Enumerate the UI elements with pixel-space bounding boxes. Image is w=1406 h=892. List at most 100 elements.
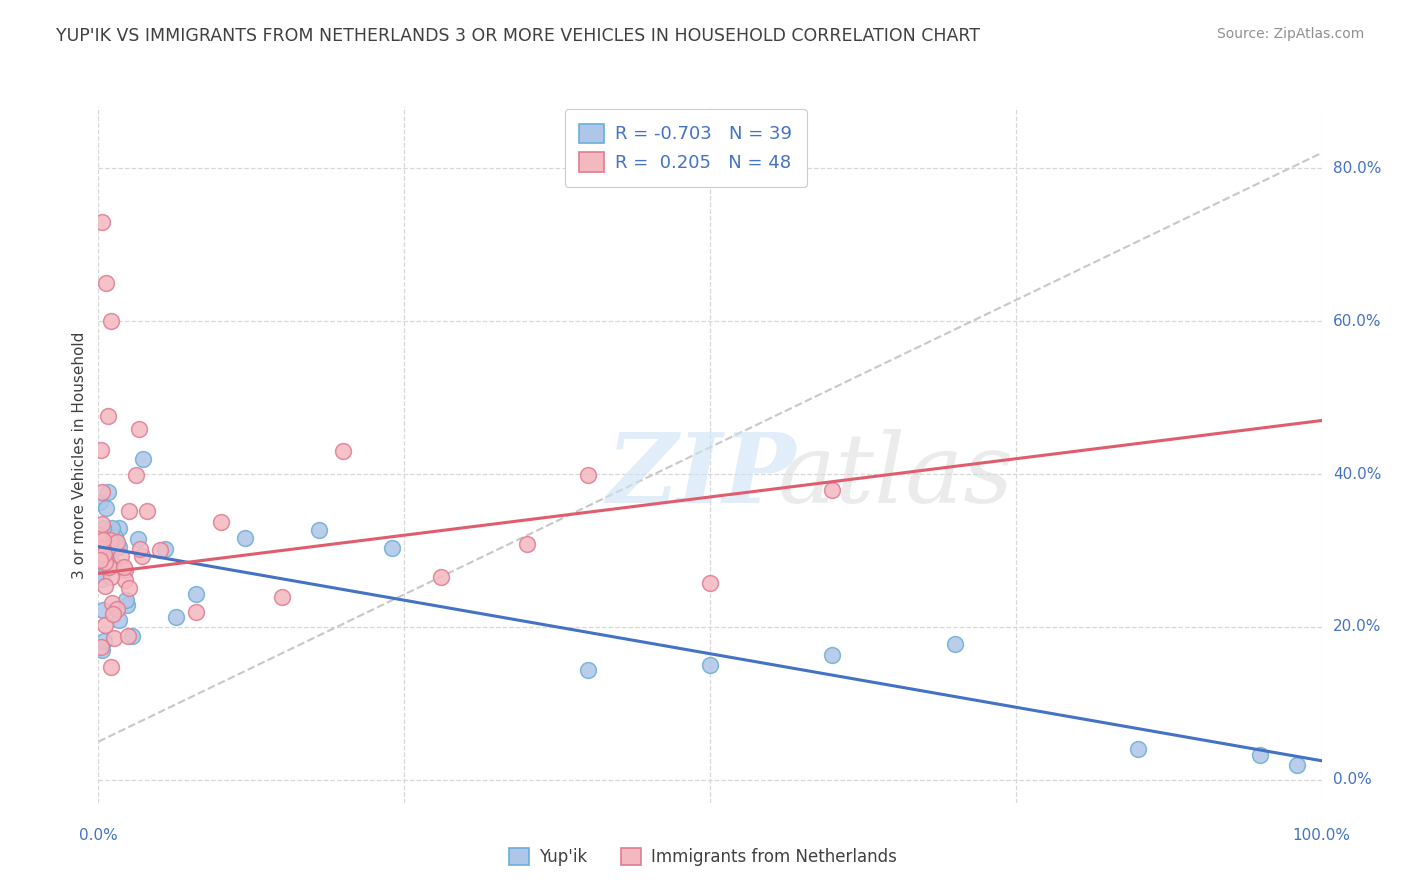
Point (91, 215, 114, 229)
Point (97, 485, 120, 500)
Point (94, 276, 117, 290)
Legend: Yup'ik, Immigrants from Netherlands: Yup'ik, Immigrants from Netherlands (501, 840, 905, 875)
Point (114, 593, 136, 607)
Point (112, 560, 135, 574)
Point (94, 555, 117, 569)
Point (90, 640, 112, 654)
Point (97, 409, 120, 424)
Point (98, 533, 121, 548)
Point (186, 586, 208, 600)
Point (381, 541, 404, 555)
Point (129, 542, 152, 557)
Point (127, 533, 149, 547)
Point (821, 483, 844, 497)
Point (90, 572, 112, 586)
Point (149, 542, 172, 557)
Point (114, 563, 136, 577)
Point (430, 570, 453, 584)
Point (131, 451, 153, 466)
Point (576, 467, 599, 482)
Point (89, 566, 111, 580)
Point (93, 634, 115, 648)
Y-axis label: 3 or more Vehicles in Household: 3 or more Vehicles in Household (72, 331, 87, 579)
Point (165, 610, 187, 624)
Point (93, 617, 115, 632)
Text: 100.0%: 100.0% (1292, 828, 1351, 843)
Text: 80.0%: 80.0% (1333, 161, 1381, 176)
Point (91, 520, 114, 534)
Text: 60.0%: 60.0% (1333, 314, 1381, 328)
Legend: R = -0.703   N = 39, R =  0.205   N = 48: R = -0.703 N = 39, R = 0.205 N = 48 (565, 109, 807, 186)
Point (104, 530, 127, 544)
Point (125, 467, 148, 482)
Point (308, 523, 330, 537)
Point (100, 660, 122, 674)
Text: atlas: atlas (778, 429, 1014, 523)
Point (121, 629, 143, 643)
Point (94, 552, 117, 566)
Point (117, 629, 139, 643)
Point (93, 547, 115, 561)
Point (1249, 748, 1271, 763)
Point (103, 558, 125, 572)
Point (332, 444, 354, 458)
Point (105, 602, 128, 616)
Point (515, 537, 537, 551)
Point (153, 541, 176, 556)
Point (110, 549, 132, 563)
Text: 40.0%: 40.0% (1333, 467, 1381, 482)
Point (91, 602, 114, 616)
Point (97, 559, 120, 574)
Point (101, 596, 124, 610)
Point (94, 560, 117, 574)
Point (821, 648, 844, 662)
Text: 0.0%: 0.0% (1333, 772, 1371, 788)
Point (101, 607, 124, 621)
Point (131, 549, 153, 564)
Point (576, 663, 599, 677)
Point (100, 314, 122, 328)
Point (91, 526, 114, 541)
Point (117, 598, 139, 612)
Point (91, 517, 114, 532)
Point (94, 579, 117, 593)
Point (209, 515, 232, 529)
Point (89, 442, 111, 457)
Point (118, 503, 141, 517)
Point (90, 536, 112, 550)
Point (107, 521, 129, 535)
Text: Source: ZipAtlas.com: Source: ZipAtlas.com (1216, 27, 1364, 41)
Text: YUP'IK VS IMMIGRANTS FROM NETHERLANDS 3 OR MORE VEHICLES IN HOUSEHOLD CORRELATIO: YUP'IK VS IMMIGRANTS FROM NETHERLANDS 3 … (56, 27, 980, 45)
Point (89, 528, 111, 542)
Point (943, 637, 966, 651)
Point (91, 551, 114, 566)
Point (270, 590, 294, 604)
Point (100, 543, 122, 558)
Text: 20.0%: 20.0% (1333, 619, 1381, 634)
Point (136, 504, 159, 518)
Point (90, 485, 112, 500)
Point (186, 605, 208, 619)
Point (100, 570, 122, 584)
Point (1128, 741, 1150, 756)
Text: 0.0%: 0.0% (79, 828, 118, 843)
Point (89, 553, 111, 567)
Point (1286, 757, 1309, 772)
Point (91, 533, 114, 548)
Point (117, 582, 139, 596)
Point (128, 422, 150, 436)
Point (233, 531, 256, 545)
Text: ZIP: ZIP (606, 429, 796, 523)
Point (96, 500, 118, 515)
Point (89, 495, 111, 509)
Point (101, 521, 124, 535)
Point (105, 535, 128, 549)
Point (91, 566, 114, 581)
Point (108, 613, 131, 627)
Point (114, 573, 136, 587)
Point (91, 643, 114, 657)
Point (89, 541, 111, 555)
Point (699, 575, 721, 590)
Point (107, 540, 129, 554)
Point (699, 658, 721, 673)
